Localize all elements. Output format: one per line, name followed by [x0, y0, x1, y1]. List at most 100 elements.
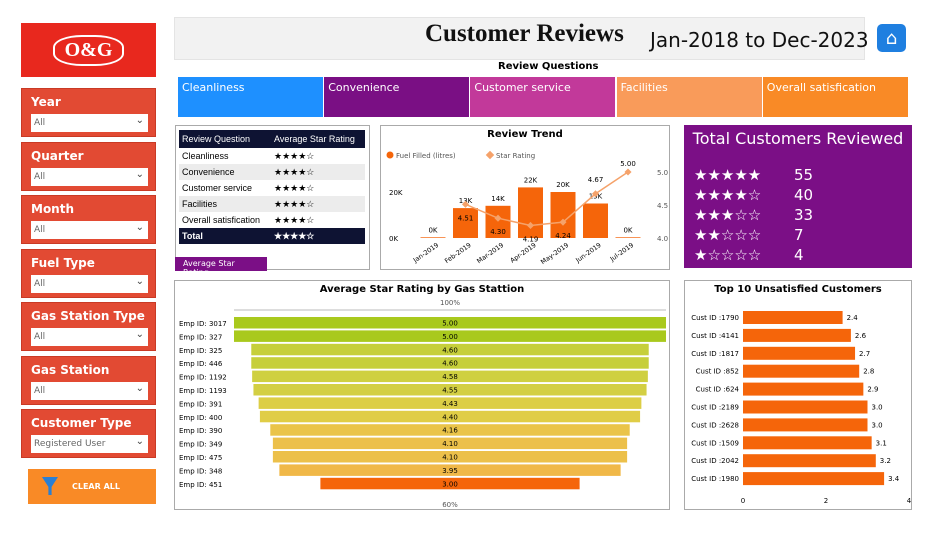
- stars: ★☆☆☆☆: [694, 246, 762, 264]
- x-tick: 2: [824, 497, 828, 505]
- funnel-value: 4.10: [442, 454, 458, 462]
- filter-dropdown[interactable]: All ⌄: [31, 114, 148, 132]
- filter-5: Gas Station All ⌄: [21, 355, 156, 405]
- legend-fuel-marker: [386, 151, 394, 159]
- filter-dropdown[interactable]: All ⌄: [31, 381, 148, 400]
- count: 4: [794, 246, 804, 264]
- customer-label: Cust ID :2189: [691, 404, 739, 412]
- rating-point: [591, 190, 600, 198]
- filter-dropdown[interactable]: All ⌄: [31, 167, 148, 186]
- clear-all-button[interactable]: CLEAR ALL: [28, 469, 156, 504]
- rating-cell: ★★★★☆: [274, 214, 315, 225]
- y2-tick: 5.0: [657, 169, 668, 177]
- legend-fuel: Fuel Filled (litres): [396, 152, 456, 160]
- filter-value: Registered User: [34, 439, 106, 449]
- bar-label: 0K: [623, 226, 632, 234]
- legend-rating: Star Rating: [496, 152, 535, 160]
- customer-value: 3.4: [888, 475, 900, 483]
- funnel-category: Emp ID: 327: [179, 333, 222, 341]
- funnel-category: Emp ID: 1193: [179, 387, 227, 395]
- review-questions-label: Review Questions: [498, 61, 599, 72]
- tile-label: Customer service: [474, 81, 571, 94]
- customer-label: Cust ID :4141: [691, 332, 739, 340]
- review-trend-panel: Review Trend Fuel Filled (litres) Star Ra…: [380, 125, 670, 270]
- rating-cell: ★★★★☆: [274, 182, 315, 193]
- average-star-rating-button[interactable]: Average Star Rating: [175, 257, 267, 277]
- chevron-down-icon: ⌄: [135, 329, 144, 340]
- question-cell: Facilities: [179, 196, 271, 212]
- top10-panel: Top 10 Unsatisfied Customers Cust ID :17…: [684, 280, 912, 510]
- x-tick: Jul-2019: [608, 241, 635, 263]
- funnel-category: Emp ID: 446: [179, 360, 223, 368]
- customer-value: 3.0: [872, 421, 883, 429]
- filter-label: Customer Type: [31, 416, 132, 430]
- filter-value: All: [34, 225, 46, 235]
- customer-label: Cust ID :624: [696, 386, 740, 394]
- funnel-title: Average Star Rating by Gas Stattion: [319, 284, 525, 295]
- count: 7: [794, 226, 804, 244]
- rating-count-row: ★☆☆☆☆ 4: [694, 246, 894, 264]
- funnel-category: Emp ID: 1192: [179, 374, 227, 382]
- rating-count-row: ★★★★☆ 40: [694, 186, 894, 204]
- filter-value: All: [34, 332, 46, 342]
- filter-dropdown[interactable]: Registered User ⌄: [31, 435, 148, 453]
- rating-cell: ★★★★☆: [271, 164, 365, 180]
- funnel-category: Emp ID: 348: [179, 467, 222, 475]
- bottom-label: 60%: [442, 501, 458, 509]
- customer-value: 3.1: [876, 439, 887, 447]
- home-button[interactable]: ⌂: [877, 24, 906, 52]
- customer-bar: [743, 454, 876, 468]
- filter-6: Customer Type Registered User ⌄: [21, 409, 156, 458]
- stars: ★★★☆☆: [694, 206, 762, 224]
- customer-value: 2.8: [863, 368, 874, 376]
- y2-tick: 4.0: [657, 235, 668, 243]
- chevron-down-icon: ⌄: [135, 436, 144, 447]
- rating-label: 4.19: [523, 235, 539, 243]
- customer-bar: [743, 346, 856, 360]
- filter-value: All: [34, 278, 46, 289]
- question-tile[interactable]: Convenience: [324, 77, 470, 117]
- question-tile[interactable]: Facilities: [616, 77, 762, 117]
- filter-dropdown[interactable]: All ⌄: [31, 221, 148, 239]
- table-row: Customer service ★★★★☆: [179, 180, 365, 196]
- question-tile[interactable]: Overall satisfication: [762, 77, 908, 117]
- fuel-bar: [453, 208, 478, 238]
- top-label: 100%: [440, 299, 460, 307]
- x-tick: Feb-2019: [443, 241, 472, 265]
- filter-dropdown[interactable]: All ⌄: [31, 274, 148, 293]
- tile-label: Cleanliness: [182, 81, 245, 94]
- tile-label: Convenience: [328, 81, 400, 94]
- funnel-category: Emp ID: 325: [179, 347, 222, 355]
- x-tick: Mar-2019: [475, 241, 505, 265]
- filter-dropdown[interactable]: All ⌄: [31, 328, 148, 346]
- x-tick: 0: [741, 497, 745, 505]
- rating-point: [494, 214, 502, 222]
- y-tick: 0K: [389, 235, 398, 243]
- x-tick: 4: [907, 497, 912, 505]
- question-tile[interactable]: Customer service: [470, 77, 616, 117]
- rating-point: [526, 221, 535, 229]
- count: 40: [794, 186, 814, 204]
- filter-value: All: [34, 171, 46, 182]
- funnel-value: 5.00: [442, 320, 458, 328]
- funnel-bar: [251, 357, 649, 369]
- filter-label: Year: [31, 95, 61, 109]
- funnel-bar: [234, 330, 666, 342]
- customer-label: Cust ID :2042: [691, 457, 739, 465]
- fuel-bar: [518, 187, 543, 238]
- table-row: Facilities ★★★★☆: [179, 196, 365, 212]
- customer-label: Cust ID :1980: [691, 475, 739, 483]
- funnel-value: 5.00: [442, 333, 458, 341]
- funnel-category: Emp ID: 400: [179, 414, 222, 422]
- filter-value: All: [34, 118, 46, 128]
- top10-title: Top 10 Unsatisfied Customers: [714, 284, 882, 295]
- funnel-category: Emp ID: 3017: [179, 320, 227, 328]
- funnel-value: 3.95: [442, 467, 458, 475]
- rating-label: 4.24: [555, 232, 571, 240]
- rating-count-row: ★★★★★ 55: [694, 166, 894, 184]
- table-row: Overall satisfication ★★★★☆: [179, 212, 365, 228]
- question-tile[interactable]: Cleanliness: [178, 77, 323, 117]
- tile-label: Overall satisfication: [766, 81, 876, 94]
- x-tick: Jun-2019: [573, 241, 602, 265]
- legend-rating-marker: [485, 150, 495, 160]
